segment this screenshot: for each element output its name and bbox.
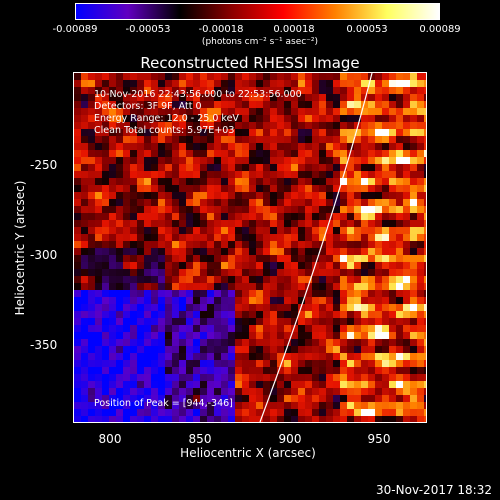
colorbar-tick: -0.00053 xyxy=(125,24,171,35)
heatmap-cells xyxy=(74,73,426,422)
x-axis-label: Heliocentric X (arcsec) xyxy=(180,446,316,460)
colorbar-tick: 0.00053 xyxy=(346,24,388,35)
y-axis-label: Heliocentric Y (arcsec) xyxy=(13,180,27,316)
y-tick-250: -250 xyxy=(30,158,58,172)
colorbar-tick: 0.00089 xyxy=(419,24,461,35)
detectors-label: Detectors: 3F 9F, Att 0 xyxy=(94,101,202,112)
colorbar-tick: 0.00018 xyxy=(273,24,315,35)
x-tick-950: 950 xyxy=(367,432,391,446)
time-range-label: 10-Nov-2016 22:43:56.000 to 22:53:56.000 xyxy=(94,89,302,100)
colorbar xyxy=(75,3,440,20)
x-tick-800: 800 xyxy=(98,432,122,446)
colorbar-tick: -0.00018 xyxy=(198,24,244,35)
x-tick-900: 900 xyxy=(278,432,302,446)
rhessi-image: 10-Nov-2016 22:43:56.000 to 22:53:56.000… xyxy=(73,72,427,423)
peak-position-label: Position of Peak = [944,-346] xyxy=(94,398,233,409)
solar-limb-line xyxy=(259,73,373,422)
y-tick-300: -300 xyxy=(30,248,58,262)
colorbar-unit: (photons cm⁻² s⁻¹ asec⁻²) xyxy=(201,37,319,47)
timestamp: 30-Nov-2017 18:32 xyxy=(376,483,492,497)
colorbar-tick: -0.00089 xyxy=(52,24,98,35)
image-title: Reconstructed RHESSI Image xyxy=(140,54,360,72)
energy-range-label: Energy Range: 12.0 - 25.0 keV xyxy=(94,113,239,124)
heatmap xyxy=(74,73,426,422)
x-tick-850: 850 xyxy=(188,432,212,446)
y-tick-350: -350 xyxy=(30,338,58,352)
method-counts-label: Clean Total counts: 5.97E+03 xyxy=(94,125,235,136)
